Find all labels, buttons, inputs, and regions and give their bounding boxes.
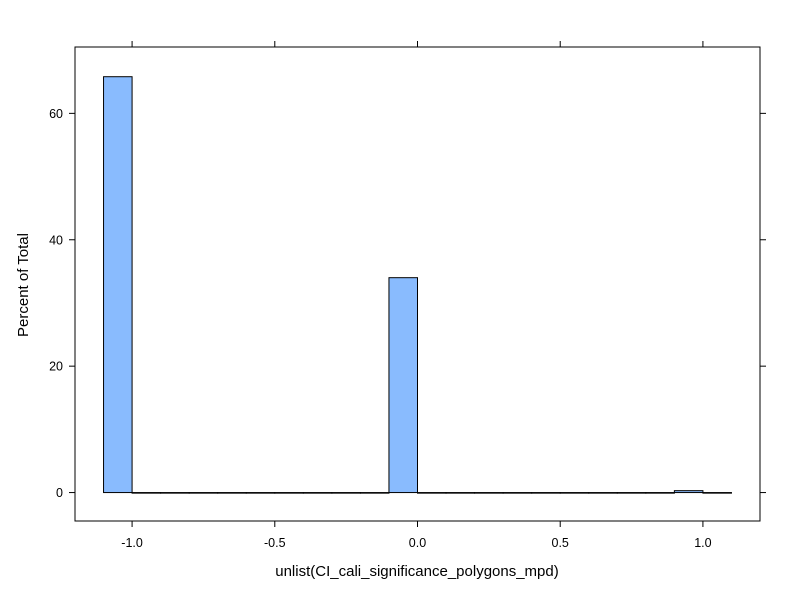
y-tick-label: 0 [56, 486, 63, 500]
histogram-bar [531, 492, 561, 494]
x-tick-label: 1.0 [694, 536, 711, 550]
x-tick-label: 0.5 [552, 536, 569, 550]
histogram-bar [160, 492, 190, 494]
histogram-bar [302, 492, 333, 494]
ticks-layer: -1.0 -0.5 0.0 0.5 1.0 0 20 40 60 [49, 41, 766, 550]
histogram-bar [445, 492, 476, 494]
x-tick-label: 0.0 [409, 536, 426, 550]
histogram-bar [474, 492, 504, 494]
histogram-bar [274, 492, 304, 494]
histogram-bar [331, 492, 361, 494]
histogram-bar [388, 277, 419, 494]
y-tick-label: 20 [49, 360, 63, 374]
histogram-bar [245, 492, 276, 494]
y-axis-title: Percent of Total [15, 233, 32, 337]
histogram-bar [588, 492, 618, 494]
histogram-bar [616, 492, 647, 494]
histogram-bar [702, 492, 732, 494]
bars-layer [103, 76, 732, 494]
histogram-bar [417, 492, 447, 494]
x-tick-label: -1.0 [121, 536, 143, 550]
histogram-bar [359, 492, 390, 494]
histogram-bar [103, 76, 133, 494]
y-tick-label: 40 [49, 233, 63, 247]
histogram-bar [502, 492, 533, 494]
histogram-bar [217, 492, 247, 494]
y-tick-label: 60 [49, 107, 63, 121]
x-axis-title: unlist(CI_cali_significance_polygons_mpd… [275, 563, 558, 580]
histogram-bar [673, 490, 704, 494]
x-tick-label: -0.5 [264, 536, 286, 550]
histogram-bar [131, 492, 162, 494]
histogram-bar [645, 492, 675, 494]
histogram-bar [559, 492, 590, 494]
histogram-bar [188, 492, 219, 494]
